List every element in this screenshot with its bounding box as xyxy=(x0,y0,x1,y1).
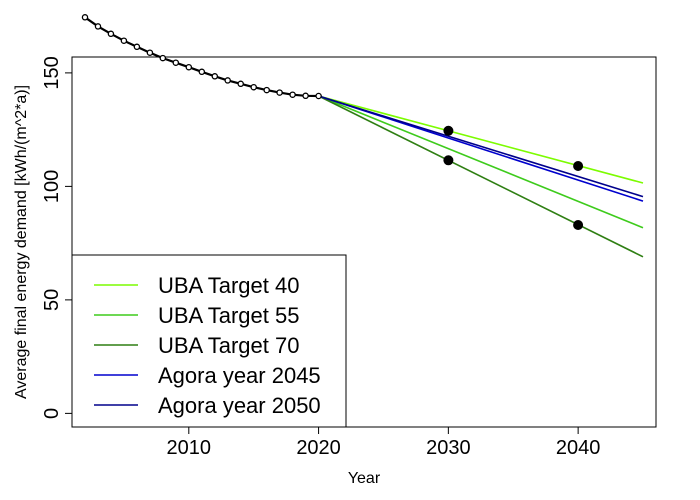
data-points xyxy=(81,14,584,230)
historical-point xyxy=(94,23,102,30)
series-line-uba-target-70 xyxy=(318,95,644,258)
historical-point xyxy=(302,92,309,100)
historical-point xyxy=(81,14,89,21)
historical-point xyxy=(185,63,193,71)
y-tick-label: 0 xyxy=(41,408,63,419)
historical-point xyxy=(159,54,167,62)
historical-point xyxy=(237,80,244,88)
target-point xyxy=(573,220,584,230)
historical-point xyxy=(276,89,283,96)
historical-point xyxy=(289,91,296,98)
x-tick-label: 2030 xyxy=(426,437,471,459)
series-line-uba-target-40 xyxy=(318,95,644,184)
historical-point xyxy=(146,49,154,56)
x-axis: 2010 2020 2030 2040 xyxy=(167,427,601,459)
series-line-agora-year-2050 xyxy=(318,95,644,198)
x-tick-label: 2040 xyxy=(556,437,601,459)
legend-box xyxy=(71,254,347,428)
historical-point xyxy=(172,59,180,66)
x-tick-label: 2020 xyxy=(296,437,341,459)
series-line-uba-target-55 xyxy=(318,95,644,229)
legend-label-uba-target-40: UBA Target 40 xyxy=(158,273,299,298)
y-axis-title: Average final energy demand [kWh/(m^2*a)… xyxy=(13,85,30,399)
legend-label-uba-target-70: UBA Target 70 xyxy=(158,333,299,358)
historical-point xyxy=(133,43,141,51)
legend: UBA Target 40 UBA Target 55 UBA Target 70 A… xyxy=(71,254,347,428)
y-tick-label: 50 xyxy=(41,289,63,311)
historical-point xyxy=(224,77,231,84)
historical-point xyxy=(120,37,128,44)
legend-label-agora-year-2050: Agora year 2050 xyxy=(158,393,321,418)
y-axis: 0 50 100 150 xyxy=(41,56,72,419)
y-tick-label: 150 xyxy=(41,56,63,89)
series-lines xyxy=(84,16,644,258)
legend-label-agora-year-2045: Agora year 2045 xyxy=(158,363,321,388)
historical-point xyxy=(211,73,219,80)
historical-point xyxy=(107,30,115,38)
historical-point xyxy=(315,92,322,100)
x-tick-label: 2010 xyxy=(167,437,212,459)
plot-frame xyxy=(71,56,657,428)
historical-point xyxy=(263,86,270,94)
historical-point xyxy=(250,83,257,91)
target-point xyxy=(443,155,454,166)
legend-label-uba-target-55: UBA Target 55 xyxy=(158,303,299,328)
target-point xyxy=(573,161,584,171)
x-axis-title: Year xyxy=(348,470,381,487)
target-point xyxy=(443,125,454,136)
y-tick-label: 100 xyxy=(41,170,63,203)
historical-point xyxy=(198,68,206,76)
